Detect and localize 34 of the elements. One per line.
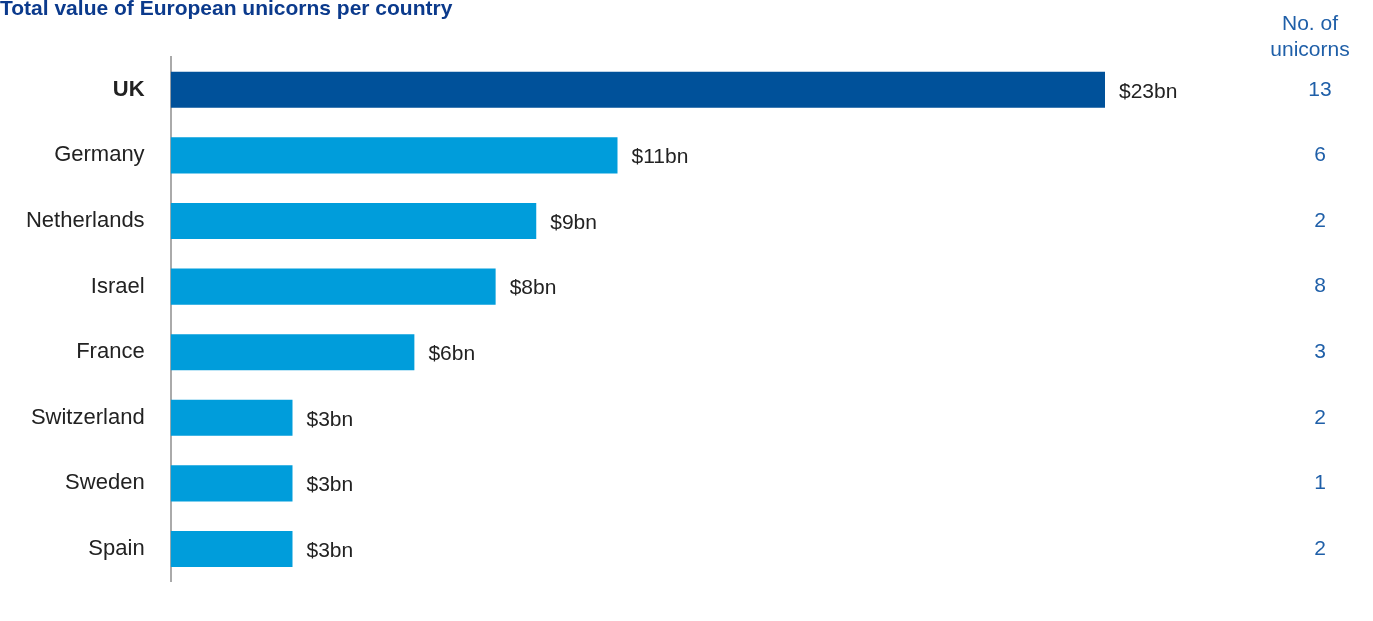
text: 2 xyxy=(1314,207,1326,231)
data-label: $3bn xyxy=(306,472,354,496)
y-tick-label: Sweden xyxy=(65,469,145,495)
chart-title: Total value of European unicorns per country xyxy=(0,0,453,20)
bar xyxy=(170,137,618,174)
text: 13 xyxy=(1308,76,1332,100)
bar xyxy=(170,71,1105,108)
data-label: $9bn xyxy=(550,209,597,233)
y-tick-label: Israel xyxy=(90,272,145,298)
data-label: $8bn xyxy=(509,275,557,299)
bar xyxy=(170,399,293,436)
text: 8 xyxy=(1314,273,1326,297)
data-label: $6bn xyxy=(428,341,476,364)
bar xyxy=(170,268,496,305)
y-tick-label: UK xyxy=(112,75,145,101)
bar xyxy=(170,202,537,240)
text: 1 xyxy=(1314,470,1326,494)
y-tick-label: Switzerland xyxy=(30,403,145,429)
text: 3 xyxy=(1314,339,1326,362)
bar xyxy=(170,465,293,502)
y-tick-label: Germany xyxy=(54,141,145,167)
data-label: $23bn xyxy=(1119,78,1178,102)
y-tick-label: Netherlands xyxy=(25,207,145,233)
text: 2 xyxy=(1314,404,1326,428)
text: 2 xyxy=(1314,535,1326,559)
y-tick-label: France xyxy=(76,338,145,364)
text: No. of unicorns xyxy=(1269,10,1351,62)
data-label: $3bn xyxy=(306,537,354,561)
data-label: $11bn xyxy=(631,144,689,168)
bar xyxy=(170,334,415,371)
bar xyxy=(170,530,293,568)
y-tick-label: Spain xyxy=(88,535,145,561)
text: 6 xyxy=(1314,142,1326,166)
data-label: $3bn xyxy=(306,406,354,430)
